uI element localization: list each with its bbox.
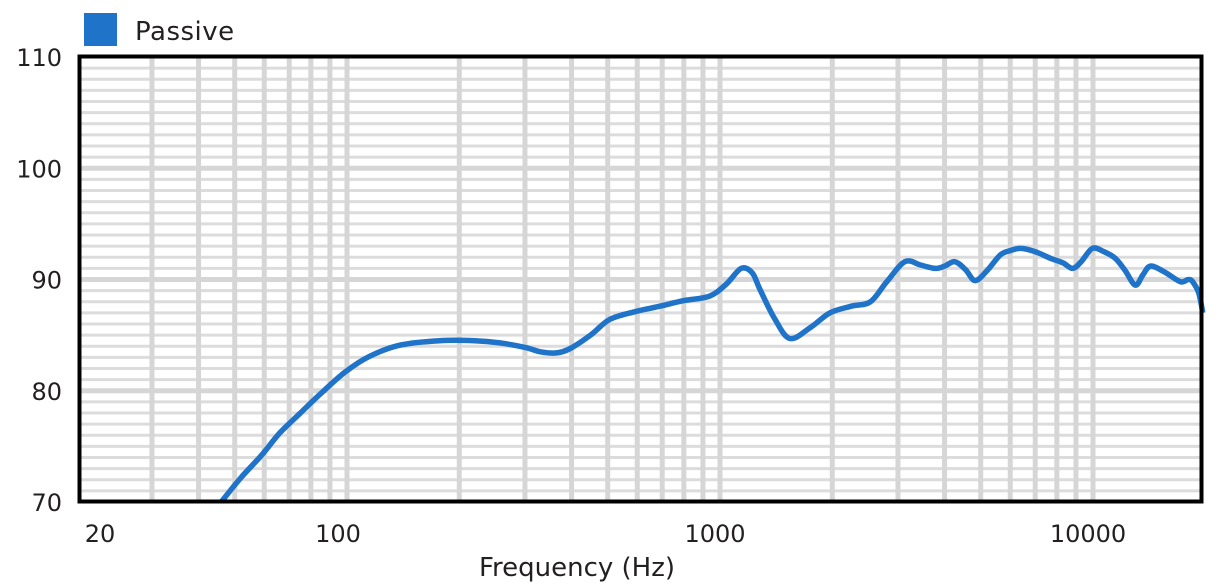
legend-label-passive: Passive: [135, 17, 235, 47]
y-axis-ticks: 70 80 90 100 110: [16, 44, 62, 517]
y-tick-label: 100: [16, 155, 62, 183]
x-tick-label: 20: [85, 520, 116, 548]
x-tick-label: 1000: [684, 520, 745, 548]
series-layer: [219, 245, 1206, 504]
y-tick-label: 70: [31, 489, 62, 517]
major-horizontal-gridlines: [80, 165, 1202, 394]
plot-frame: [77, 54, 1204, 504]
minor-horizontal-gridlines: [80, 66, 1202, 493]
x-tick-label: 100: [315, 520, 361, 548]
x-axis-label: Frequency (Hz): [479, 553, 675, 583]
series-line-passive: [219, 245, 1206, 504]
legend: Passive: [84, 13, 235, 47]
legend-swatch-passive: [84, 13, 117, 46]
y-tick-label: 110: [16, 44, 62, 72]
x-axis-ticks: 20 100 1000 10000: [85, 520, 1126, 548]
x-tick-label: 10000: [1050, 520, 1126, 548]
y-tick-label: 90: [31, 267, 62, 295]
y-tick-label: 80: [31, 378, 62, 406]
